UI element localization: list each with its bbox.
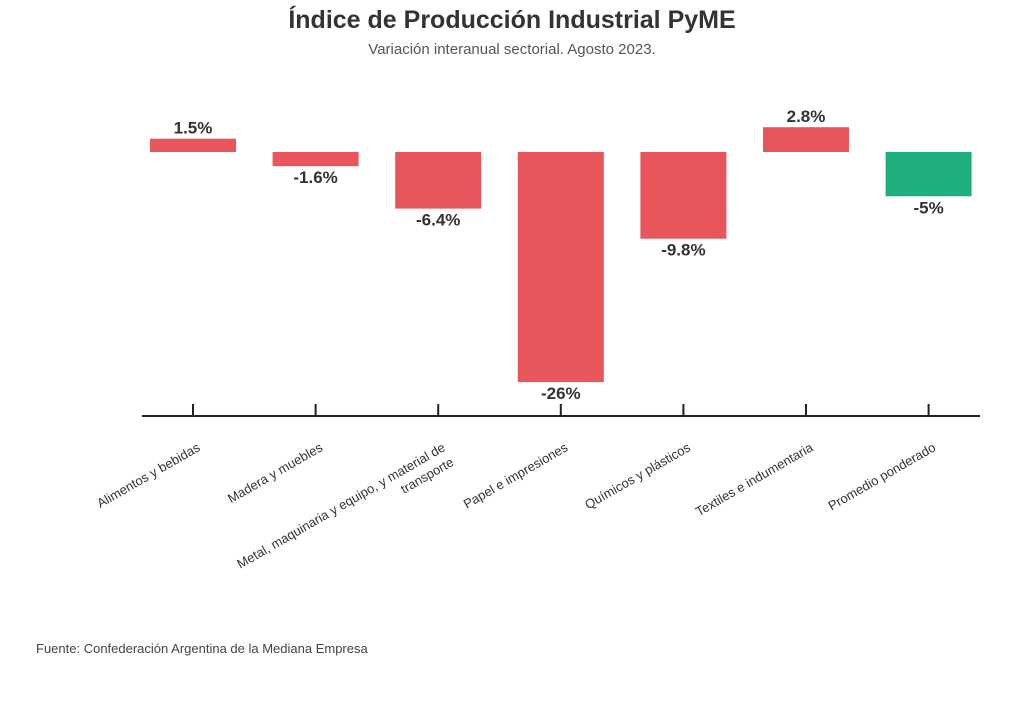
category-label: Textiles e indumentaria [693,439,816,519]
data-label: -26% [541,384,581,403]
category-labels-group: Alimentos y bebidas Madera y mueblesMetal… [94,439,938,587]
chart-subtitle: Variación interanual sectorial. Agosto 2… [368,41,656,58]
category-label: Metal, maquinaria y equipo, y material d… [234,440,456,587]
source-note: Fuente: Confederación Argentina de la Me… [36,641,368,656]
category-label: Promedio ponderado [825,440,938,514]
bar [272,152,359,167]
chart-title: Índice de Producción Industrial PyME [288,6,736,34]
bar [763,127,849,152]
data-label: -1.6% [293,168,337,187]
bars-group [150,127,972,383]
data-label: 1.5% [174,119,213,138]
category-label: Alimentos y bebidas [94,439,203,510]
data-labels-group: 1.5% -1.6% -6.4% -26% -9.8% 2.8% -5% [174,107,944,403]
bar [517,152,604,383]
bar [640,152,727,239]
data-label: -6.4% [416,211,460,230]
category-label: Papel e impresiones [461,439,571,511]
bar [885,152,972,197]
x-axis [142,404,980,417]
bar [395,152,482,209]
data-label: 2.8% [787,107,826,126]
category-label: Madera y muebles [225,439,326,506]
category-label: Químicos y plásticos [582,439,693,512]
bar [150,138,236,152]
data-label: -5% [913,198,943,217]
data-label: -9.8% [661,241,705,260]
